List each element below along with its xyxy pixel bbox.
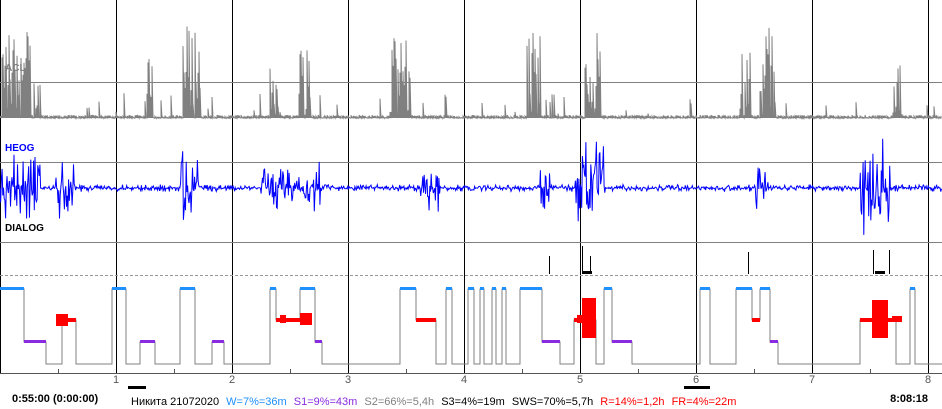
stat-wake: W=7%=36m xyxy=(226,396,287,408)
stat-sws: SWS=70%=5,7h xyxy=(511,396,594,408)
dialog-signal-trace xyxy=(549,246,890,274)
stat-s3: S3=4%=19m xyxy=(441,396,505,408)
hour-mark-6: 6 xyxy=(693,374,700,386)
subject-name-date: Никита 21072020 xyxy=(131,396,220,408)
status-bar: 0:55:00 (0:00:00) Никита 21072020 W=7%=3… xyxy=(0,391,942,409)
hour-mark-2: 2 xyxy=(229,374,236,386)
hypnogram xyxy=(0,287,942,389)
acl-channel-label: ACL xyxy=(5,63,26,74)
end-time: 8:08:18 xyxy=(890,393,928,405)
stat-rem: R=14%=1,2h xyxy=(600,396,665,408)
start-time: 0:55:00 (0:00:00) xyxy=(12,393,99,405)
grid-lines xyxy=(0,0,942,374)
hour-mark-1: 1 xyxy=(113,374,120,386)
dialog-channel-label: DIALOG xyxy=(5,223,44,234)
signal-plot-area[interactable] xyxy=(0,0,942,391)
hour-mark-7: 7 xyxy=(809,374,816,386)
heog-signal-trace xyxy=(0,138,942,235)
hour-mark-5: 5 xyxy=(577,374,584,386)
stat-fr: FR=4%=22m xyxy=(671,396,737,408)
hour-mark-4: 4 xyxy=(461,374,468,386)
sleep-summary: Никита 21072020 W=7%=36m S1=9%=43m S2=66… xyxy=(131,396,740,408)
stat-s2: S2=66%=5,4h xyxy=(364,396,435,408)
hour-mark-8: 8 xyxy=(925,374,932,386)
acl-signal-trace xyxy=(0,26,942,120)
stat-s1: S1=9%=43m xyxy=(293,396,358,408)
hour-mark-3: 3 xyxy=(345,374,352,386)
heog-channel-label: HEOG xyxy=(5,143,35,154)
